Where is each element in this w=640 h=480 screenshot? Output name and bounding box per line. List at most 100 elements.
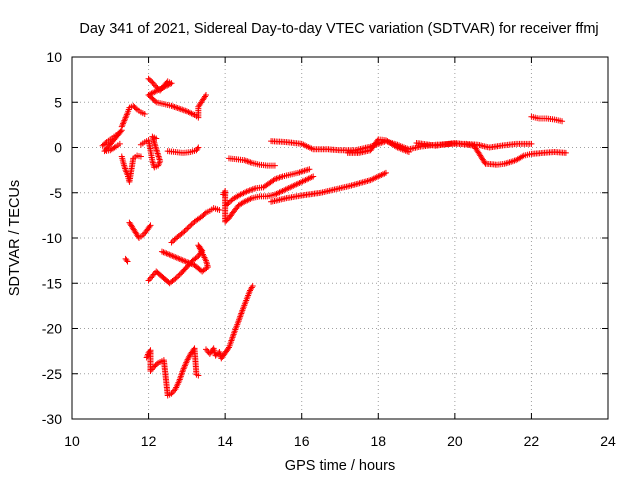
data-point [169, 238, 176, 245]
data-point [190, 261, 197, 268]
data-point [161, 249, 168, 256]
data-point [224, 201, 231, 208]
series-band-minus-5 [224, 166, 313, 208]
series-upper-arc [145, 75, 209, 121]
data-point [162, 83, 169, 90]
data-point [181, 228, 188, 235]
series-cluster-12 [137, 133, 164, 171]
data-point [187, 260, 194, 267]
series-early-minus-8 [122, 219, 154, 265]
data-point [202, 93, 209, 100]
y-tick-label: 10 [46, 49, 62, 65]
data-point [137, 153, 144, 160]
data-point [559, 118, 566, 125]
x-tick-label: 12 [141, 433, 157, 449]
data-point [152, 88, 159, 95]
y-tick-label: -20 [42, 321, 62, 337]
data-point [271, 162, 278, 169]
data-point [153, 361, 160, 368]
data-point [201, 210, 208, 217]
data-point [178, 256, 185, 263]
y-tick-label: -25 [42, 366, 62, 382]
data-point [405, 149, 412, 156]
x-tick-label: 14 [217, 433, 233, 449]
series-band-minus-1 [225, 155, 278, 169]
series-band-minus-9 [168, 205, 223, 246]
data-point [168, 239, 175, 246]
data-point [123, 257, 130, 264]
data-point [166, 251, 173, 258]
y-axis-label: SDTVAR / TECUs [7, 180, 23, 296]
data-point [203, 92, 209, 99]
data-point [216, 206, 223, 213]
chart-title: Day 341 of 2021, Sidereal Day-to-day VTE… [79, 21, 598, 37]
y-tick-label: 5 [54, 94, 62, 110]
data-point [195, 372, 202, 379]
data-point [163, 250, 170, 257]
data-point [147, 222, 154, 229]
series-mid-zero-13 [164, 144, 202, 156]
data-point [158, 248, 165, 255]
y-tick-label: -30 [42, 411, 62, 427]
data-point [172, 275, 179, 282]
series-late-braid [413, 139, 569, 168]
y-tick-label: -10 [42, 230, 62, 246]
y-tick-label: 0 [54, 140, 62, 156]
data-point [188, 260, 195, 267]
data-point [154, 87, 161, 94]
data-point [182, 226, 189, 233]
data-point [249, 282, 256, 289]
data-point [158, 85, 165, 92]
data-point [374, 137, 381, 144]
data-point [226, 198, 233, 205]
data-point [179, 257, 186, 264]
data-point [164, 251, 171, 258]
data-point [102, 140, 109, 147]
data-point [173, 274, 180, 281]
data-point [151, 98, 158, 105]
data-point [306, 166, 313, 173]
series-early-low [118, 152, 144, 185]
data-point [176, 271, 183, 278]
data-point [528, 140, 535, 147]
series-hump-17-18 [344, 136, 412, 156]
data-point [148, 78, 155, 85]
data-point [153, 135, 160, 142]
data-point [182, 258, 189, 265]
data-markers [99, 75, 569, 399]
plot-border [71, 56, 609, 420]
data-point [151, 89, 158, 96]
data-point [173, 254, 180, 261]
data-point [184, 259, 191, 266]
tick-labels: 10 12 14 16 18 20 22 24 -30 -25 -20 -15 -10 -5 0 5 10 [42, 49, 616, 449]
data-point [116, 140, 123, 147]
data-point [132, 105, 139, 112]
data-point [194, 145, 201, 152]
data-point [176, 255, 183, 262]
data-point [165, 81, 172, 88]
data-point [159, 84, 166, 91]
series-cluster-start [99, 127, 125, 155]
data-point [169, 252, 176, 259]
y-tick-label: -5 [50, 185, 63, 201]
data-point [181, 257, 188, 264]
data-point [185, 224, 192, 231]
series-band-minus-14 [145, 242, 211, 287]
y-tick-label: -15 [42, 275, 62, 291]
data-point [392, 143, 399, 150]
data-point [167, 252, 174, 259]
series-late-top [528, 113, 566, 125]
data-point [188, 221, 195, 228]
data-point [167, 80, 174, 87]
data-point [185, 259, 192, 266]
series-band-minus-7 [220, 173, 317, 225]
data-point [157, 86, 164, 93]
series-rise-14 [203, 282, 256, 362]
data-point [155, 86, 162, 93]
data-point [191, 262, 198, 269]
x-tick-label: 20 [447, 433, 463, 449]
series-rise-to-4 [118, 102, 148, 130]
